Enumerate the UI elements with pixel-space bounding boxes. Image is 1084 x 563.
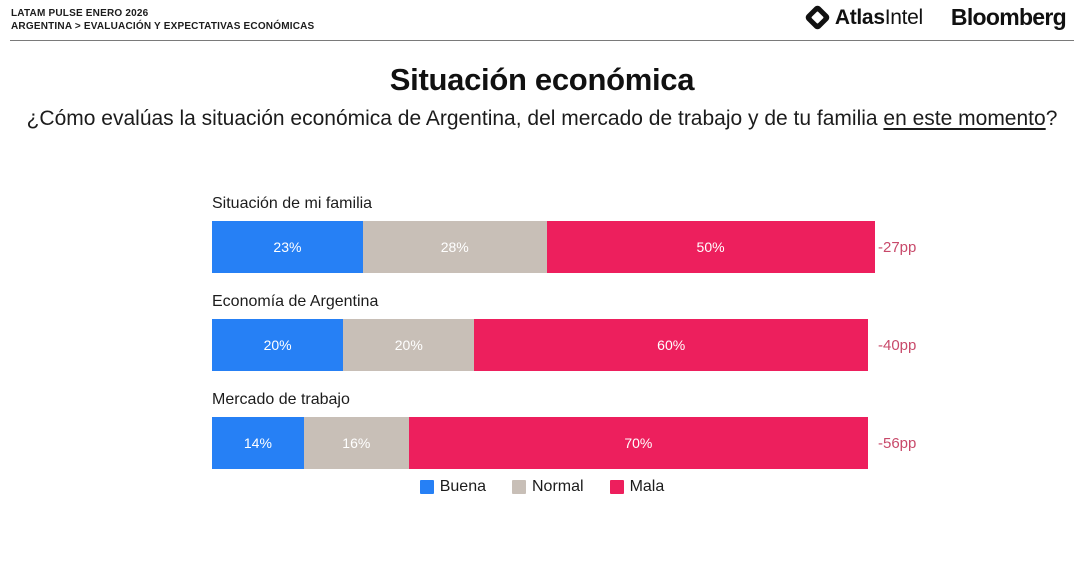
- bar-row-label: Economía de Argentina: [212, 293, 379, 310]
- header-survey-title: LATAM PULSE ENERO 2026: [11, 8, 149, 19]
- bar-row: Situación de mi familia 23% 28% 50% -27pp: [212, 196, 972, 273]
- bar-segment-buena[interactable]: 23%: [212, 221, 363, 273]
- stacked-bar-chart: Situación de mi familia 23% 28% 50% -27pp Eco…: [212, 196, 972, 490]
- bar-row-label: Situación de mi familia: [212, 195, 373, 212]
- bar-segment-normal[interactable]: 20%: [343, 319, 475, 371]
- legend-label: Buena: [439, 478, 486, 495]
- bar-segment-value: 70%: [624, 435, 653, 451]
- bar-row-delta-label: -27pp: [878, 238, 917, 256]
- header-divider: [10, 40, 1074, 41]
- legend-label: Normal: [532, 478, 584, 495]
- bar-row-delta-label: -56pp: [878, 434, 917, 452]
- chart-legend: Buena Normal Mala: [0, 479, 1084, 495]
- bar-track: 23% 28% 50% -27pp: [212, 221, 916, 273]
- page-title: Situación económica: [389, 62, 695, 97]
- bar-segment-mala[interactable]: 60%: [474, 319, 868, 371]
- bar-segment-value: 16%: [342, 435, 371, 451]
- bar-segment-normal[interactable]: 28%: [362, 221, 547, 273]
- legend-item[interactable]: Buena: [419, 478, 486, 495]
- bar-segment-buena[interactable]: 14%: [212, 417, 304, 469]
- legend-swatch-icon: [512, 480, 526, 494]
- bloomberg-logo: Bloomberg: [950, 4, 1067, 30]
- page-header: LATAM PULSE ENERO 2026 ARGENTINA > EVALU…: [0, 0, 1084, 41]
- bar-segment-value: 28%: [440, 239, 469, 255]
- bar-row: Mercado de trabajo 14% 16% 70% -56pp: [212, 392, 972, 469]
- bar-row: Economía de Argentina 20% 20% 60% -40pp: [212, 294, 972, 371]
- bar-row-label: Mercado de trabajo: [212, 391, 350, 408]
- bar-segment-value: 23%: [273, 239, 302, 255]
- bar-segment-value: 60%: [657, 337, 686, 353]
- header-breadcrumb-block: LATAM PULSE ENERO 2026 ARGENTINA > EVALU…: [11, 7, 314, 34]
- atlas-wordmark-light: Intel: [884, 5, 924, 29]
- bar-track: 14% 16% 70% -56pp: [212, 417, 916, 469]
- legend-label: Mala: [629, 478, 665, 495]
- legend-item[interactable]: Mala: [609, 478, 665, 495]
- bar-segment-value: 14%: [243, 435, 272, 451]
- legend-item[interactable]: Normal: [512, 479, 584, 495]
- bar-segment-value: 50%: [696, 239, 725, 255]
- title-block: Situación económica ¿Cómo evalúas la sit…: [0, 62, 1084, 132]
- atlasintel-wordmark: AtlasIntel: [835, 6, 923, 30]
- subtitle-emphasis: en este momento: [883, 106, 1046, 130]
- bar-segment-normal[interactable]: 16%: [303, 417, 409, 469]
- header-logos: AtlasIntel Bloomberg: [803, 4, 1067, 31]
- breadcrumb: ARGENTINA > EVALUACIÓN Y EXPECTATIVAS EC…: [11, 21, 315, 33]
- bar-segment-mala[interactable]: 70%: [408, 417, 868, 469]
- bar-segment-buena[interactable]: 20%: [212, 319, 344, 371]
- atlasintel-logo: AtlasIntel: [803, 4, 923, 31]
- bar-row-delta-label: -40pp: [878, 336, 917, 354]
- atlas-diamond-icon: [803, 4, 831, 31]
- bar-track: 20% 20% 60% -40pp: [212, 319, 916, 371]
- bar-segment-value: 20%: [394, 337, 423, 353]
- subtitle-part-2: ?: [1045, 106, 1058, 130]
- atlas-wordmark-bold: Atlas: [834, 5, 885, 29]
- legend-swatch-icon: [609, 480, 624, 494]
- page-subtitle: ¿Cómo evalúas la situación económica de …: [0, 105, 1084, 133]
- bar-segment-mala[interactable]: 50%: [546, 221, 875, 273]
- legend-swatch-icon: [419, 480, 434, 494]
- bar-segment-value: 20%: [263, 337, 292, 353]
- subtitle-part-1: ¿Cómo evalúas la situación económica de …: [26, 106, 884, 130]
